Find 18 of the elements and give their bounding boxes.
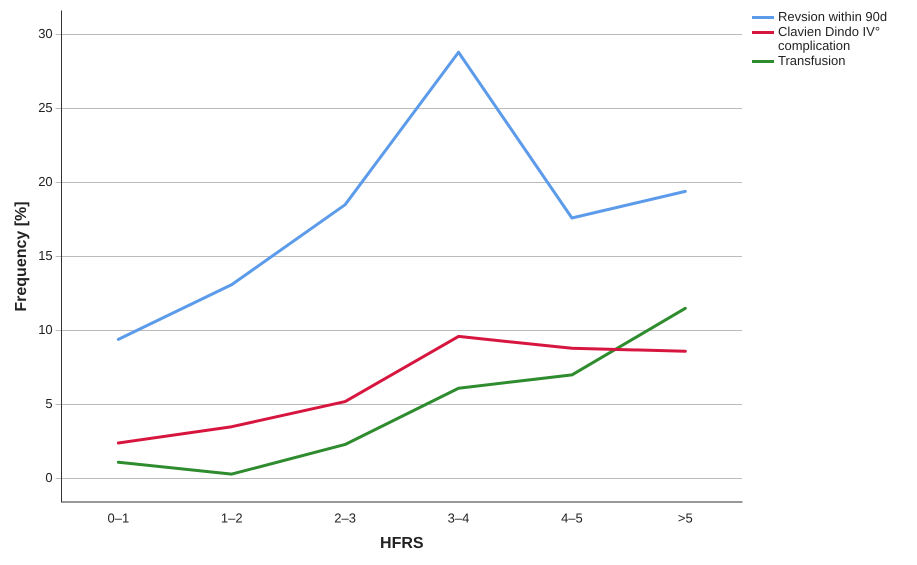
legend-label: Clavien Dindo IV° complication — [778, 24, 882, 53]
y-axis-title: Frequency [%] — [13, 201, 30, 312]
y-tick-label: 30 — [38, 26, 53, 42]
legend-label: Revsion within 90d — [778, 9, 888, 24]
x-tick-label: 4–5 — [561, 510, 583, 526]
x-tick-label: 0–1 — [108, 510, 130, 526]
x-axis-title: HFRS — [380, 534, 424, 552]
x-tick-label: 1–2 — [220, 510, 243, 526]
y-tick-label: 20 — [38, 174, 53, 190]
x-tick-label: >5 — [678, 510, 693, 526]
x-tick-label: 3–4 — [448, 510, 470, 526]
x-tick-label: 2–3 — [334, 510, 356, 526]
y-tick-label: 0 — [45, 470, 53, 486]
y-tick-label: 5 — [45, 396, 53, 412]
y-tick-label: 10 — [38, 322, 53, 338]
legend-label: Transfusion — [778, 53, 846, 68]
y-tick-label: 25 — [38, 100, 53, 116]
y-tick-label: 15 — [38, 248, 53, 264]
